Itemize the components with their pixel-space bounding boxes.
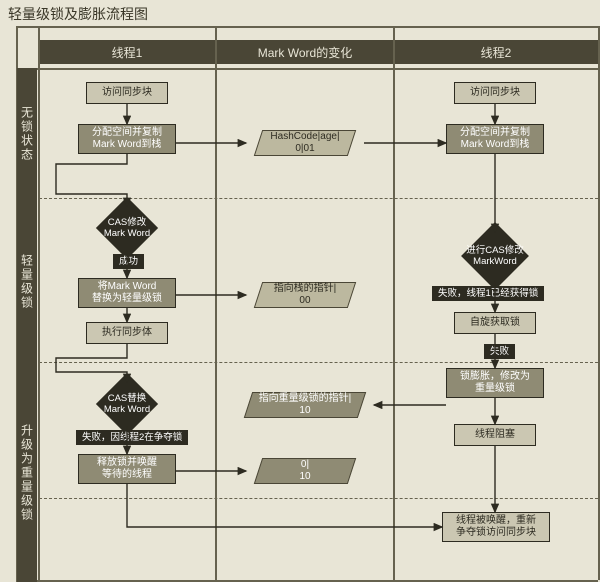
- row-header: 无锁状态: [17, 68, 37, 200]
- column-header: 线程2: [394, 40, 598, 64]
- grid-line: [598, 26, 600, 580]
- label-t2_fail2: 失败: [484, 344, 515, 359]
- node-t2_visit: 访问同步块: [454, 82, 536, 104]
- row-divider: [39, 362, 598, 363]
- node-t1_cas1: [96, 197, 158, 259]
- grid-line: [215, 26, 217, 580]
- grid-line: [38, 26, 40, 580]
- diagram-title: 轻量级锁及膨胀流程图: [8, 4, 148, 24]
- node-mw_01: [254, 458, 356, 484]
- edge-t1_release-t2_wake: [127, 484, 442, 527]
- node-t2_inflate: 锁膨胀，修改为重量级锁: [446, 368, 544, 398]
- node-t1_alloc: 分配空间并复制Mark Word到栈: [78, 124, 176, 154]
- grid-line: [16, 26, 598, 28]
- column-header: 线程1: [38, 40, 216, 64]
- column-header: Mark Word的变化: [216, 40, 394, 64]
- node-t2_alloc: 分配空间并复制Mark Word到栈: [446, 124, 544, 154]
- grid-line: [16, 68, 598, 70]
- node-mw_heavy: [244, 392, 366, 418]
- node-t1_visit: 访问同步块: [86, 82, 168, 104]
- node-t2_spin: 自旋获取锁: [454, 312, 536, 334]
- node-t2_cas: [461, 222, 529, 290]
- grid-line: [16, 580, 598, 582]
- node-t1_replace: 将Mark Word替换为轻量级锁: [78, 278, 176, 308]
- grid-line: [393, 26, 395, 580]
- edge-t1_exec-t1_cas2: [56, 344, 127, 382]
- node-mw_ptr: [254, 282, 356, 308]
- label-t1_succ: 成功: [113, 254, 144, 269]
- row-divider: [39, 198, 598, 199]
- row-divider: [39, 498, 598, 499]
- node-t1_release: 释放锁并唤醒等待的线程: [78, 454, 176, 484]
- node-t2_wake: 线程被唤醒，重新争夺锁访问同步块: [442, 512, 550, 542]
- label-t2_fail: 失败，线程1已经获得锁: [432, 286, 544, 301]
- node-t1_cas2: [96, 373, 158, 435]
- node-t1_exec: 执行同步体: [86, 322, 168, 344]
- node-mw_hash: [254, 130, 356, 156]
- node-t2_block: 线程阻塞: [454, 424, 536, 446]
- label-t1_fail: 失败，因线程2在争夺锁: [76, 430, 188, 445]
- row-header: 轻量级锁: [17, 200, 37, 364]
- flowchart-canvas: 轻量级锁及膨胀流程图线程1Mark Word的变化线程2 无锁状态轻量级锁升级为重…: [0, 0, 600, 582]
- row-header: 升级为重量级锁: [17, 364, 37, 582]
